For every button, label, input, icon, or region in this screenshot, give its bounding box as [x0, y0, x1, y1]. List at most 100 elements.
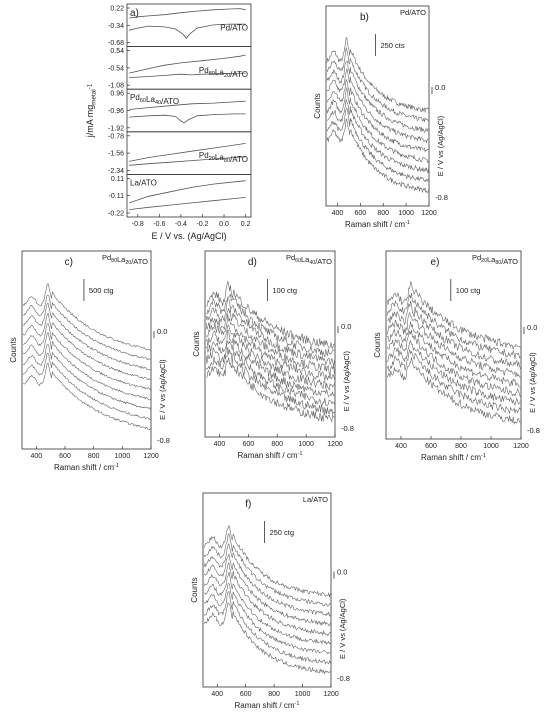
y-tick-label: -0.54 — [108, 65, 124, 72]
y-tick-label: -1.92 — [108, 125, 124, 132]
x-tick-label: 1000 — [115, 453, 131, 460]
label-part: 60 — [140, 98, 146, 104]
scale-bar-label: 250 cts — [380, 41, 404, 50]
x-tick-label: 800 — [88, 453, 100, 460]
x-tick-label: 0.2 — [241, 221, 251, 228]
label-part: 60 — [295, 258, 301, 264]
cv-sample-label: Pd/ATO — [220, 23, 248, 32]
label-part: La — [146, 95, 155, 104]
label-part: -1 — [87, 83, 94, 89]
label-part: Raman shift / cm — [54, 463, 114, 472]
cv-subplot-4: 0.11 -0.11 -0.22 La/ATO — [108, 173, 252, 218]
potential-bottom: -0.8 — [157, 436, 170, 445]
label-part: metal — [90, 89, 97, 104]
x-axis-label: Raman shift / cm-1 — [345, 220, 410, 229]
x-tick-label: 1000 — [295, 691, 311, 698]
plot-frame — [385, 250, 522, 440]
x-tick-label: 600 — [354, 210, 366, 217]
x-tick-label: 400 — [332, 210, 344, 217]
label-part: Pd — [472, 253, 481, 262]
label-part: -1 — [481, 453, 486, 459]
x-axis-label: Raman shift / cm-1 — [421, 453, 486, 462]
label-part: 20 — [224, 73, 230, 79]
x-tick-label: 600 — [242, 441, 254, 448]
potential-bottom: -0.8 — [527, 426, 540, 435]
label-part: 40 — [309, 260, 315, 266]
spectrum-5 — [326, 86, 429, 164]
spectrum-8 — [326, 118, 429, 194]
sample-label: Pd80La20/ATO — [102, 253, 148, 266]
x-tick-label: 800 — [377, 210, 389, 217]
label-part: 80 — [224, 158, 230, 164]
spectrum-4 — [206, 313, 335, 382]
x-tick-label: 1200 — [421, 210, 437, 217]
x-tick-label: 1000 — [483, 443, 499, 450]
label-part: Pd — [199, 151, 209, 160]
y-tick-label: -1.56 — [108, 151, 124, 158]
y-axis-label: Counts — [313, 93, 322, 118]
spectrum-8 — [22, 362, 151, 430]
label-part: Pd — [199, 66, 209, 75]
y-tick-label: -0.11 — [109, 193, 125, 200]
spectrum-8 — [203, 602, 331, 675]
spectrum-3 — [203, 554, 331, 627]
panel-label: c) — [65, 257, 73, 268]
label-part: Raman shift / cm — [238, 451, 298, 460]
label-part: /ATO — [230, 70, 248, 79]
spectrum-0 — [22, 282, 151, 351]
potential-top: 0.0 — [337, 567, 347, 576]
y-tick-label: -0.96 — [108, 108, 124, 115]
spectrum-0 — [206, 281, 335, 349]
spectrum-7 — [326, 107, 429, 183]
spectrum-4 — [326, 79, 429, 153]
cv-sample-label: Pd80La20/ATO — [199, 66, 248, 79]
potential-bottom: -0.8 — [435, 193, 448, 202]
cv-sample-label: Pd20La80/ATO — [199, 151, 248, 164]
x-tick-label: 1200 — [143, 453, 159, 460]
cv-sample-label: La/ATO — [130, 178, 157, 187]
panel-c: 400 600 800 1000 1200 Raman shift / cm-1 Count… — [9, 250, 170, 472]
label-part: 20 — [209, 156, 215, 162]
label-part: Pd — [286, 253, 295, 262]
x-tick-label: -0.2 — [196, 221, 208, 228]
label-part: La — [215, 153, 224, 162]
spectrum-0 — [326, 36, 429, 113]
x-axis-label: Raman shift / cm-1 — [235, 701, 300, 710]
y-axis-label: j/mA mgmetal-1 — [85, 83, 97, 138]
spectrum-1 — [326, 46, 429, 122]
label-part: 80 — [111, 258, 117, 264]
label-part: /ATO — [230, 155, 248, 164]
x-tick-label: -0.4 — [175, 221, 187, 228]
y-tick-label: -0.22 — [108, 211, 124, 218]
spectrum-5 — [205, 324, 335, 391]
spectrum-4 — [386, 321, 521, 388]
spectrum-1 — [206, 293, 335, 358]
x-tick-label: 400 — [30, 453, 42, 460]
cv-curve-lower — [129, 72, 246, 78]
spectrum-9 — [206, 357, 335, 423]
label-part: /ATO — [161, 97, 179, 106]
cv-curve-upper — [129, 8, 246, 19]
label-part: Raman shift / cm — [421, 453, 481, 462]
label-part: Raman shift / cm — [235, 701, 295, 710]
plot-frame — [325, 5, 430, 207]
potential-top: 0.0 — [341, 322, 351, 331]
panel-label-a: a) — [130, 8, 139, 19]
y-tick-label: -1.08 — [108, 83, 124, 90]
spectrum-6 — [204, 582, 331, 655]
label-part: Pd/ATO — [400, 8, 426, 17]
spectrum-1 — [386, 292, 521, 360]
sample-label: Pd/ATO — [400, 8, 426, 17]
x-tick-label: 800 — [455, 443, 467, 450]
panel-d: 400 600 800 1000 1200 Raman shift / cm-1 Count… — [192, 250, 354, 460]
cv-curve-lower — [129, 23, 246, 39]
y-axis-label: Counts — [373, 332, 382, 357]
spectrum-4 — [22, 323, 151, 391]
y-tick-label: 0.22 — [110, 6, 124, 13]
label-part: -1 — [405, 220, 410, 226]
panel-a: 0.22-0.34-0.68Pd/ATO0.54-0.54-1.08Pd80La… — [85, 3, 252, 241]
subplot-frame — [126, 131, 252, 175]
label-part: 20 — [481, 258, 487, 264]
subplot-frame — [126, 46, 252, 90]
panel-b: 400 600 800 1000 1200 Raman shift / cm-1 Count… — [313, 5, 448, 229]
